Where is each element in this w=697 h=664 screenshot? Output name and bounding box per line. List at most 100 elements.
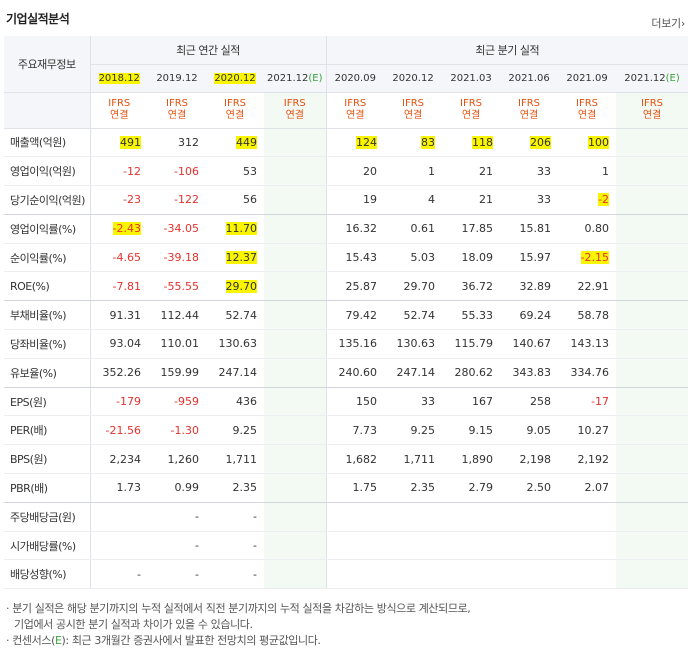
value-cell: 2,234 — [90, 444, 148, 475]
value-cell: 449 — [206, 128, 264, 158]
value-cell: 58.78 — [558, 300, 617, 331]
value-cell: 159.99 — [148, 358, 206, 388]
value-cell: -2.15 — [558, 243, 617, 273]
value-cell — [264, 473, 327, 503]
value-cell: -122 — [148, 185, 206, 215]
period-header: 2020.12 — [384, 64, 443, 93]
period-header-estimate: 2021.12(E) — [616, 64, 689, 93]
chevron-right-icon: › — [680, 17, 685, 30]
value-cell: 2,192 — [558, 444, 617, 475]
ifrs-label: IFRS 연결 — [264, 92, 327, 129]
value-cell: -55.55 — [148, 271, 206, 302]
value-cell: 115.79 — [442, 329, 501, 359]
value-cell: 491 — [90, 128, 148, 158]
table-row: 당기순이익(억원) -23 -122 56 19 4 21 33 -2 — [4, 185, 689, 215]
estimate-tag: (E) — [665, 72, 680, 84]
value-cell: -4.65 — [90, 243, 148, 273]
ifrs-label: IFRS 연결 — [90, 92, 148, 129]
value-cell: -39.18 — [148, 243, 206, 273]
value-cell: 15.43 — [326, 243, 385, 273]
footnotes: · 분기 실적은 해당 분기까지의 누적 실적에서 직전 분기까지의 누적 실적… — [6, 601, 471, 649]
footnote-1: · 분기 실적은 해당 분기까지의 누적 실적에서 직전 분기까지의 누적 실적… — [6, 602, 471, 615]
value-cell: 19 — [326, 185, 385, 215]
row-label: PER(배) — [4, 415, 91, 446]
value-cell: 10.27 — [558, 415, 617, 446]
row-label: 유보율(%) — [4, 358, 91, 388]
table-row: 매출액(억원) 491 312 449 124 83 118 206 100 — [4, 128, 689, 158]
row-label-header: 주요재무정보 — [4, 36, 91, 93]
value-cell: 20 — [326, 156, 385, 187]
value-cell: 91.31 — [90, 300, 148, 331]
footnote-2: · 컨센서스(E): 최근 3개월간 증권사에서 발표한 전망치의 평균값입니다… — [6, 634, 321, 647]
value-cell: 1 — [558, 156, 617, 187]
value-cell: 130.63 — [206, 329, 264, 359]
value-cell — [616, 358, 689, 388]
more-link[interactable]: 더보기› — [651, 15, 685, 31]
value-cell — [90, 502, 148, 532]
value-cell: - — [206, 559, 264, 590]
row-label: EPS(원) — [4, 387, 91, 417]
footnote-1-cont: 기업에서 공시한 분기 실적과 차이가 있을 수 있습니다. — [14, 618, 253, 631]
value-cell: 29.70 — [206, 271, 264, 302]
value-cell: -959 — [148, 387, 206, 417]
value-cell: -34.05 — [148, 214, 206, 244]
row-label: ROE(%) — [4, 271, 91, 302]
value-cell — [326, 531, 385, 561]
value-cell: 5.03 — [384, 243, 443, 273]
value-cell: 118 — [442, 128, 501, 158]
value-cell — [264, 531, 327, 561]
value-cell: -2 — [558, 185, 617, 215]
value-cell: -106 — [148, 156, 206, 187]
value-cell: 9.25 — [384, 415, 443, 446]
value-cell: 343.83 — [500, 358, 559, 388]
value-cell: - — [148, 531, 206, 561]
table-row: 영업이익률(%) -2.43 -34.05 11.70 16.32 0.61 17.85 15… — [4, 214, 689, 244]
value-cell: -12 — [90, 156, 148, 187]
value-cell: 0.80 — [558, 214, 617, 244]
value-cell — [558, 559, 617, 590]
value-cell — [384, 559, 443, 590]
value-cell — [442, 502, 501, 532]
value-cell: 0.99 — [148, 473, 206, 503]
row-label: 매출액(억원) — [4, 128, 91, 158]
more-link-label: 더보기 — [651, 17, 681, 30]
value-cell: 15.97 — [500, 243, 559, 273]
value-cell — [616, 387, 689, 417]
value-cell: 36.72 — [442, 271, 501, 302]
value-cell — [616, 128, 689, 158]
value-cell: 2,198 — [500, 444, 559, 475]
value-cell: 240.60 — [326, 358, 385, 388]
value-cell: 312 — [148, 128, 206, 158]
period-header: 2018.12 — [90, 64, 148, 93]
value-cell: - — [90, 559, 148, 590]
value-cell: 1,711 — [206, 444, 264, 475]
value-cell: 79.42 — [326, 300, 385, 331]
value-cell: - — [206, 502, 264, 532]
period-header: 2020.12 — [206, 64, 264, 93]
value-cell — [264, 502, 327, 532]
estimate-tag: (E) — [308, 72, 323, 84]
value-cell: 25.87 — [326, 271, 385, 302]
value-cell: 334.76 — [558, 358, 617, 388]
period-header: 2021.06 — [500, 64, 559, 93]
value-cell — [616, 271, 689, 302]
value-cell: 93.04 — [90, 329, 148, 359]
value-cell: -7.81 — [90, 271, 148, 302]
value-cell: 1,711 — [384, 444, 443, 475]
value-cell — [326, 559, 385, 590]
value-cell — [616, 185, 689, 215]
value-cell: 9.15 — [442, 415, 501, 446]
value-cell: 247.14 — [206, 358, 264, 388]
value-cell — [264, 300, 327, 331]
table-row: 부채비율(%) 91.31 112.44 52.74 79.42 52.74 55.33 69… — [4, 300, 689, 331]
annual-group-header: 최근 연간 실적 — [90, 36, 327, 65]
value-cell — [384, 531, 443, 561]
value-cell: 12.37 — [206, 243, 264, 273]
value-cell — [500, 502, 559, 532]
ifrs-label: IFRS 연결 — [148, 92, 206, 129]
ifrs-label: IFRS 연결 — [442, 92, 501, 129]
value-cell: 1,890 — [442, 444, 501, 475]
value-cell — [90, 531, 148, 561]
value-cell — [264, 387, 327, 417]
table-row: EPS(원) -179 -959 436 150 33 167 258 -17 — [4, 387, 689, 417]
